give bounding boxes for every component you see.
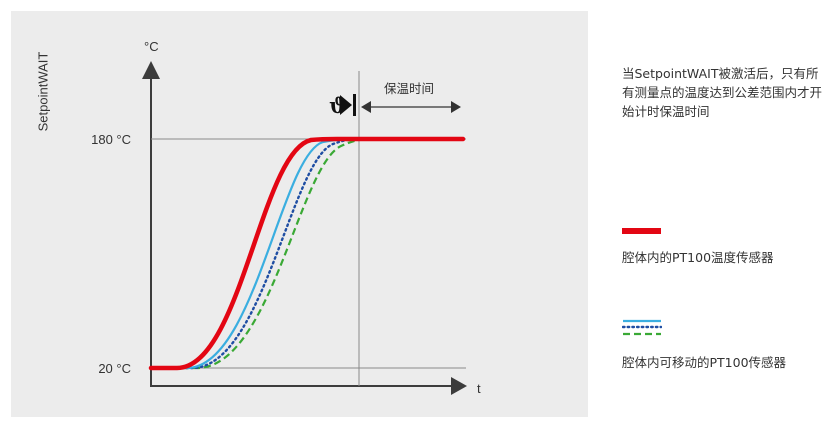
hold-time-label: 保温时间 <box>384 81 434 96</box>
curve-chamber-red <box>148 136 466 371</box>
y-axis-arrow <box>142 61 160 79</box>
stop-bar-icon <box>353 94 356 116</box>
play-icon <box>340 95 352 115</box>
legend-swatch-movable <box>622 319 662 336</box>
chart-panel: SetpointWAIT °C 180 °C 20 °C t ϑ 保温时间 <box>11 11 588 417</box>
hold-time-arrow-right <box>451 101 461 113</box>
x-axis-label: t <box>477 381 481 396</box>
tick-label-180: 180 °C <box>91 132 131 147</box>
legend-label-movable: 腔体内可移动的PT100传感器 <box>622 355 787 370</box>
legend-swatch-chamber <box>622 228 661 234</box>
temperature-diagram: °C 180 °C 20 °C t ϑ 保温时间 <box>91 39 481 396</box>
legend-label-chamber: 腔体内的PT100温度传感器 <box>622 250 774 265</box>
hold-time-arrow-left <box>361 101 371 113</box>
tick-label-20: 20 °C <box>98 361 131 376</box>
x-axis-arrow <box>451 377 467 395</box>
curve-movable-green <box>171 137 372 370</box>
unit-label: °C <box>144 39 159 54</box>
curve-movable-light-blue <box>171 137 352 370</box>
description-text: 当SetpointWAIT被激活后，只有所有测量点的温度达到公差范围内才开始计时… <box>622 66 823 119</box>
